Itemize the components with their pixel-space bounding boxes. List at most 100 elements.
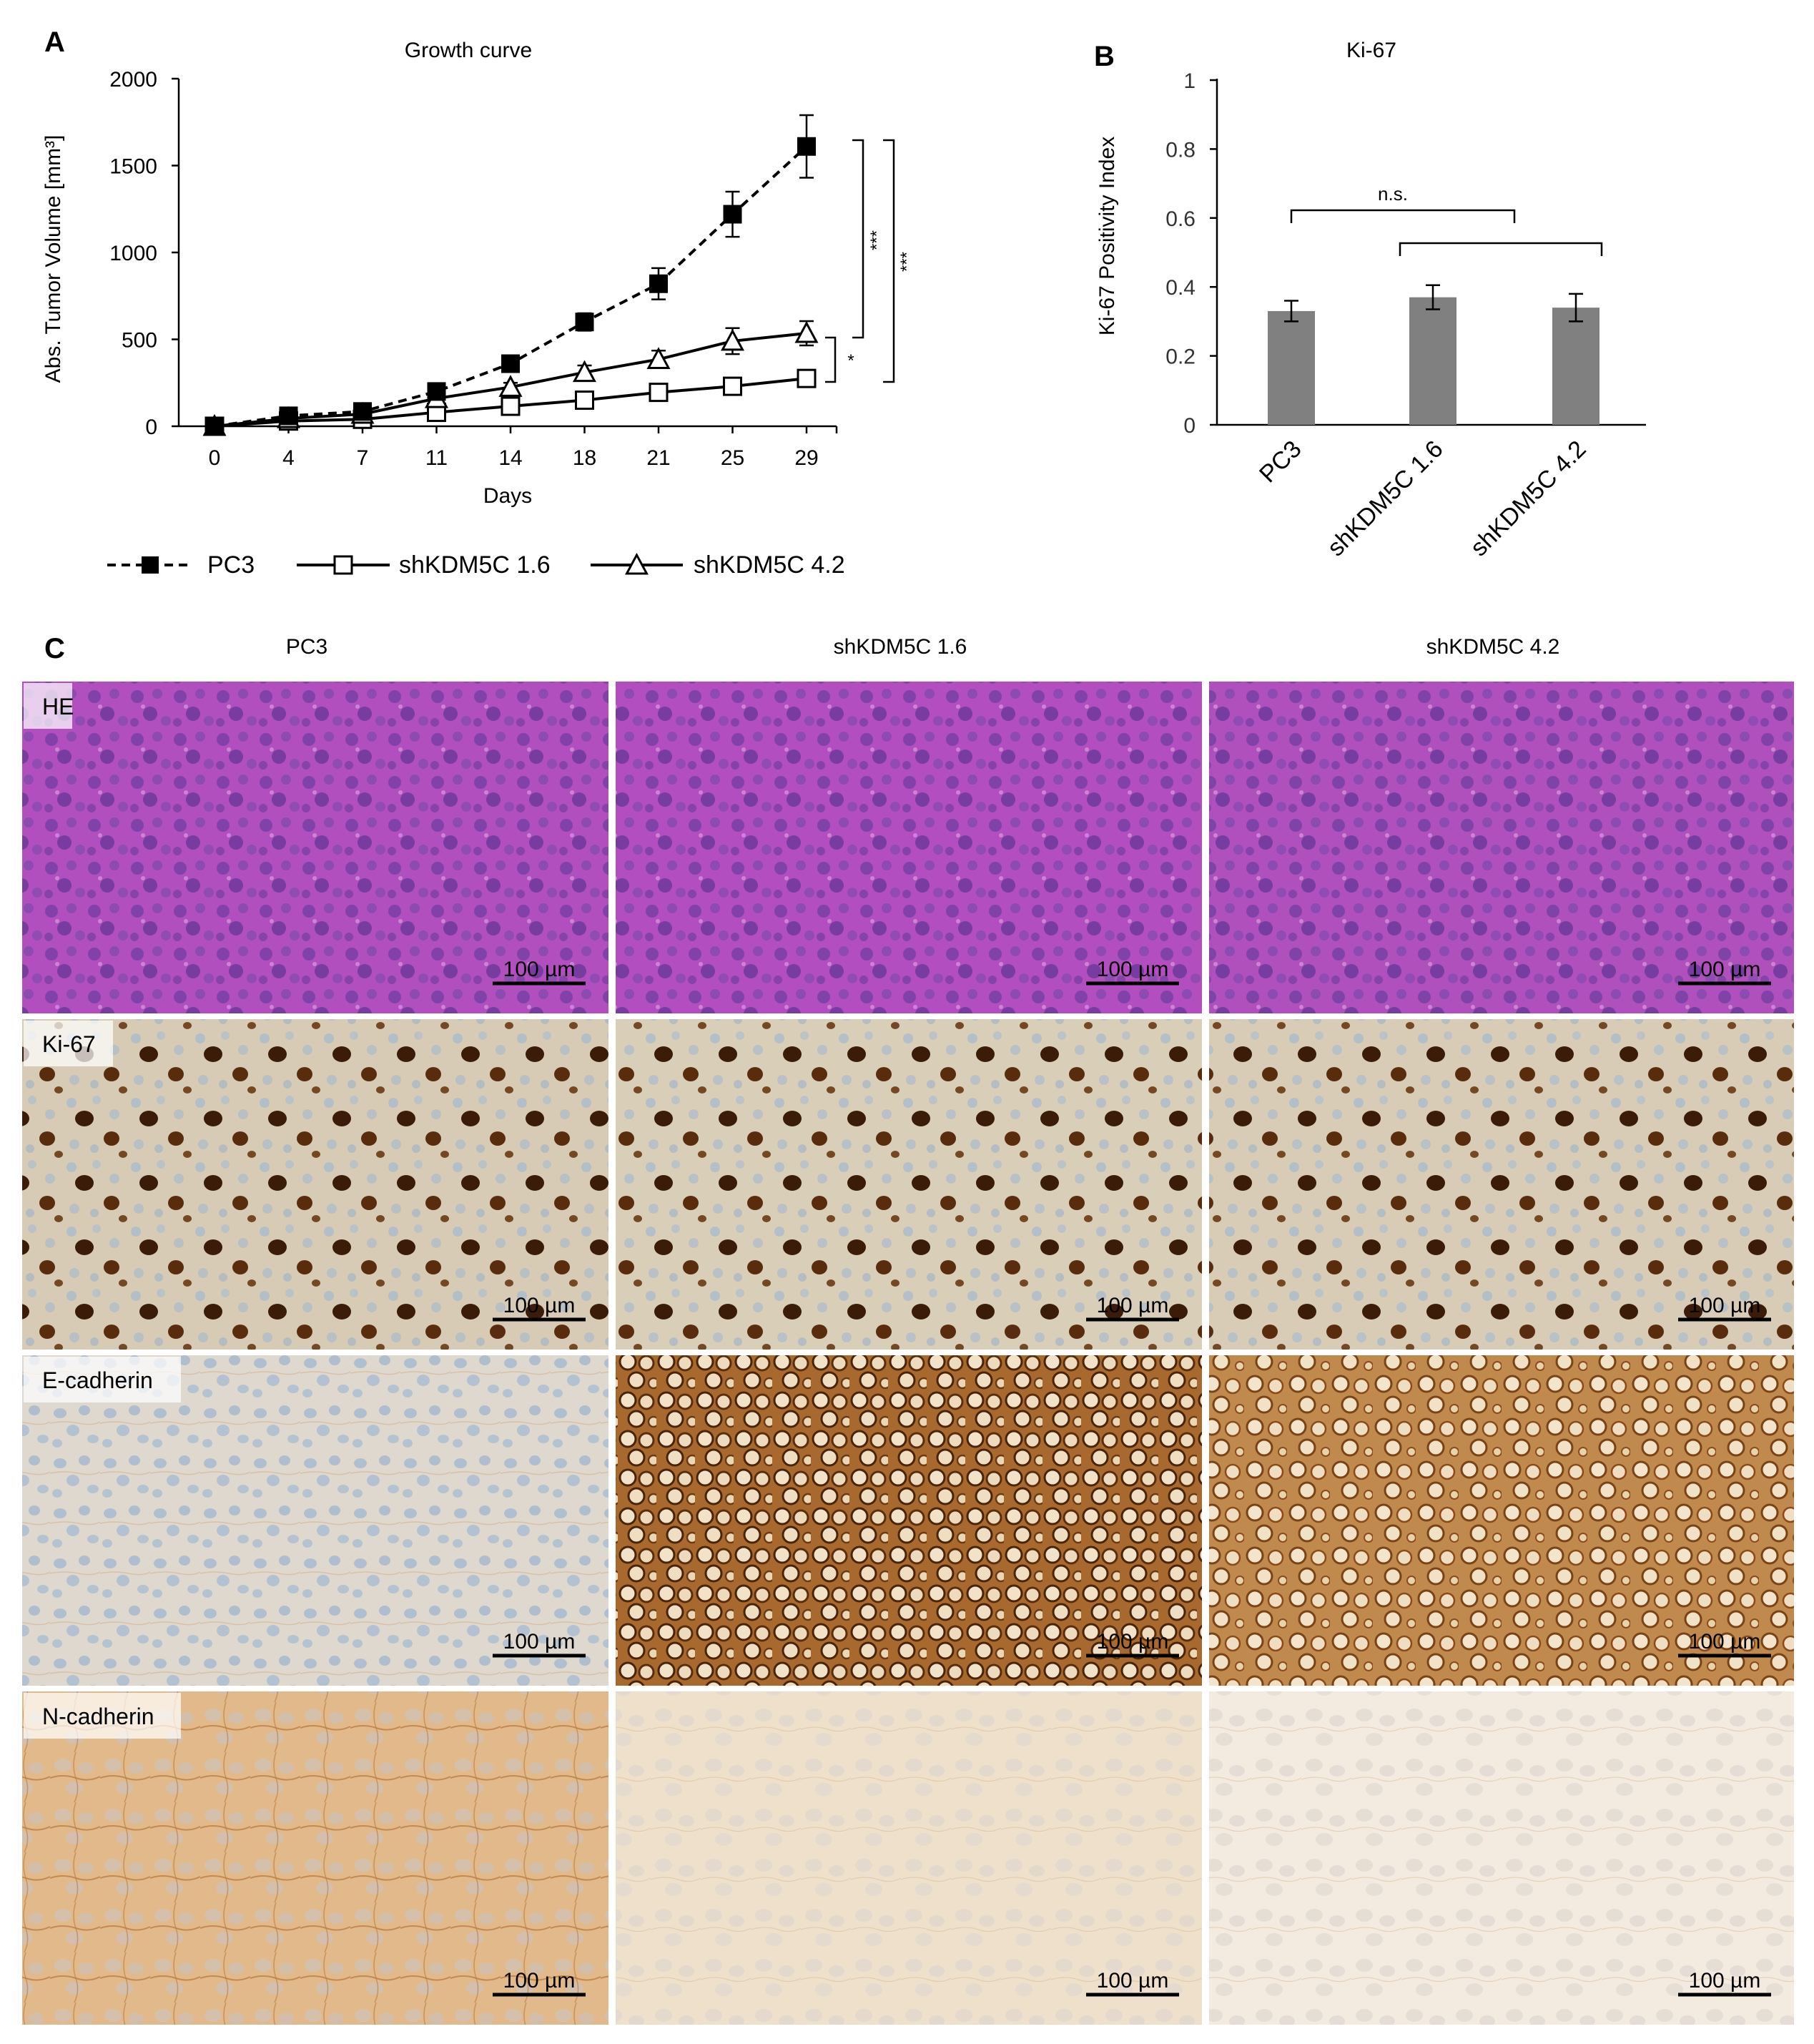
micrograph-texture	[1209, 682, 1794, 1013]
stain-label: E-cadherin	[42, 1367, 153, 1393]
x-tick-label: 25	[721, 446, 744, 470]
x-tick-label: 4	[282, 446, 295, 470]
scale-bar-label: 100 µm	[1097, 1294, 1169, 1317]
panel-a-growth-curve: A Growth curve Abs. Tumor Volume [mm³] D…	[41, 26, 917, 579]
y-tick-label: 0	[1183, 414, 1196, 438]
data-point	[624, 552, 649, 575]
scale-bar-label: 100 µm	[1689, 1294, 1761, 1317]
legend-item: shKDM5C 4.2	[591, 551, 845, 579]
scale-bar-label: 100 µm	[503, 1630, 576, 1654]
micrograph-texture	[22, 1019, 608, 1350]
image-grid: HE 100 µm 100 µm 100 µm Ki-67 100 µm 100 µm 100…	[22, 682, 1794, 2025]
data-point	[723, 205, 742, 224]
x-tick-label: 29	[794, 446, 818, 470]
bracket-kd16-vs-kd42	[1399, 242, 1603, 256]
panel-letter-b: B	[1094, 41, 1115, 72]
stain-label-background	[24, 1021, 113, 1066]
bars-group: PC3 shKDM5C 1.6 shKDM5C 4.2	[1254, 284, 1599, 562]
micrograph-texture	[22, 1355, 608, 1686]
legend: PC3 shKDM5C 1.6 shKDM5C 4.2	[107, 551, 845, 579]
data-point	[498, 375, 523, 397]
legend-label: shKDM5C 1.6	[399, 551, 551, 579]
scale-bar-label: 100 µm	[503, 1294, 576, 1317]
panel-b-ki67-chart: B Ki-67 Ki-67 Positivity Index 0 0.2 0.4 0.…	[1094, 39, 1646, 561]
y-tick-label: 0.2	[1165, 345, 1196, 369]
bracket-pc3-vs-kd16	[1290, 209, 1516, 223]
y-tick-label: 0	[145, 416, 157, 439]
legend-label: PC3	[207, 551, 255, 579]
data-point	[501, 354, 520, 373]
chart-title: Growth curve	[405, 39, 532, 62]
significance-pc3-vs-kd42: ***	[867, 230, 887, 250]
data-point	[333, 555, 353, 575]
data-point	[279, 406, 298, 426]
scale-bar-label: 100 µm	[1689, 958, 1761, 981]
micrograph-texture	[616, 1019, 1202, 1350]
micrograph-ki-67-shkdm5c-16: 100 µm	[616, 1019, 1202, 1350]
micrograph-texture	[616, 682, 1202, 1013]
y-tick-label: 0.6	[1165, 207, 1196, 231]
scale-bar-label: 100 µm	[503, 958, 576, 981]
micrograph-n-cadherin-pc3: N-cadherin 100 µm	[22, 1691, 608, 2025]
significance-brackets: *** *** *	[825, 139, 917, 383]
micrograph-e-cadherin-shkdm5c-16: 100 µm	[616, 1355, 1202, 1686]
micrograph-he-shkdm5c-16: 100 µm	[616, 682, 1202, 1013]
series-group	[202, 114, 819, 436]
stain-label: HE	[42, 694, 74, 719]
data-point	[575, 313, 594, 332]
data-point	[427, 382, 446, 401]
bracket-pc3-vs-kd16	[883, 139, 895, 383]
bar	[1552, 308, 1599, 425]
significance-brackets: n.s.	[1290, 183, 1603, 256]
stain-label-background	[24, 1357, 181, 1402]
series-pc3	[205, 114, 816, 436]
data-point	[575, 390, 594, 411]
data-point	[353, 402, 372, 421]
y-tick-label: 500	[122, 329, 157, 353]
axis-ticks: 0 500 1000 1500 2000 0 4 7 11 14 18 21 25 29	[109, 68, 838, 470]
significance-pc3-vs-kd16: ***	[897, 252, 917, 272]
micrograph-n-cadherin-shkdm5c-16: 100 µm	[616, 1691, 1202, 2025]
stain-label-background	[24, 1693, 181, 1739]
scale-bar-label: 100 µm	[1689, 1969, 1761, 1993]
micrograph-texture	[616, 1691, 1202, 2025]
bar-group: shKDM5C 1.6	[1322, 284, 1456, 562]
category-label: PC3	[1254, 436, 1307, 488]
y-tick-label: 0.4	[1165, 276, 1196, 300]
micrograph-texture	[1209, 1691, 1794, 2025]
micrograph-ki-67-shkdm5c-42: 100 µm	[1209, 1019, 1794, 1350]
stain-label-background	[24, 683, 72, 729]
data-point	[646, 347, 671, 369]
column-header: shKDM5C 4.2	[1426, 635, 1560, 659]
micrograph-he-shkdm5c-42: 100 µm	[1209, 682, 1794, 1013]
legend-item: PC3	[107, 551, 255, 579]
data-point	[720, 328, 745, 351]
y-tick-label: 1	[1183, 69, 1196, 93]
data-point	[794, 320, 819, 343]
y-tick-label: 1500	[109, 155, 157, 179]
y-tick-label: 1000	[109, 242, 157, 265]
panel-letter-a: A	[44, 26, 65, 58]
micrograph-e-cadherin-pc3: E-cadherin 100 µm	[22, 1355, 608, 1686]
micrograph-texture	[22, 682, 608, 1013]
stain-label: Ki-67	[42, 1031, 96, 1057]
data-point	[142, 556, 159, 574]
axis-ticks: 0 0.2 0.4 0.6 0.8 1	[1165, 69, 1217, 438]
scale-bar-label: 100 µm	[1097, 1969, 1169, 1993]
scale-bar-label: 100 µm	[503, 1969, 576, 1993]
category-label: shKDM5C 1.6	[1322, 436, 1449, 562]
micrograph-n-cadherin-shkdm5c-42: 100 µm	[1209, 1691, 1794, 2025]
legend-label: shKDM5C 4.2	[694, 551, 845, 579]
x-tick-label: 0	[209, 446, 221, 470]
significance-label: n.s.	[1378, 183, 1408, 205]
micrograph-texture	[22, 1691, 608, 2025]
category-label: shKDM5C 4.2	[1465, 436, 1592, 562]
micrograph-he-pc3: HE 100 µm	[22, 682, 608, 1013]
data-point	[723, 376, 742, 396]
micrograph-e-cadherin-shkdm5c-42: 100 µm	[1209, 1355, 1794, 1686]
panel-letter-c: C	[44, 633, 65, 664]
data-point	[205, 417, 224, 436]
stain-label: N-cadherin	[42, 1704, 154, 1729]
data-point	[649, 274, 668, 293]
